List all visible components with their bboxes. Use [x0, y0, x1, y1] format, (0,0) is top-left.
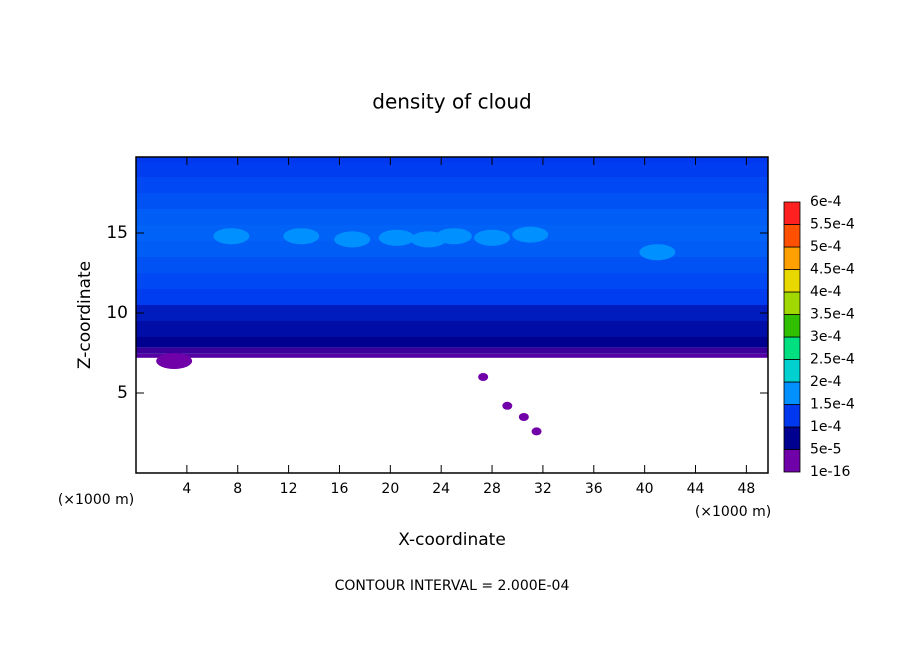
x-unit: (×1000 m) [695, 504, 771, 520]
contour-patch [378, 229, 415, 246]
colorbar-label: 5.5e-4 [810, 217, 855, 233]
colorbar-label: 5e-5 [810, 442, 841, 458]
colorbar-box [783, 246, 801, 270]
x-tick-label: 28 [483, 481, 501, 497]
contour-band [136, 289, 768, 305]
contour-band [136, 321, 768, 337]
colorbar-label: 6e-4 [810, 194, 842, 210]
x-tick-label: 32 [534, 481, 552, 497]
x-tick-label: 4 [182, 481, 191, 497]
colorbar-label: 4e-4 [810, 284, 842, 300]
x-tick-label: 44 [687, 481, 705, 497]
colorbar-label: 3e-4 [810, 329, 842, 345]
contour-band [136, 163, 768, 177]
x-tick-label: 36 [585, 481, 603, 497]
x-tick-label: 12 [280, 481, 298, 497]
colorbar-box [783, 224, 801, 248]
footer: CONTOUR INTERVAL = 2.000E-04 [335, 578, 570, 594]
contour-band [136, 337, 768, 348]
contour-band [136, 305, 768, 321]
contour-patch [334, 231, 371, 248]
contour-patch [156, 353, 193, 369]
y-tick-label: 15 [106, 223, 128, 243]
colorbar-label: 5e-4 [810, 239, 842, 255]
y-axis-label: Z-coordinate [75, 261, 95, 369]
x-tick-label: 40 [636, 481, 654, 497]
colorbar-box [783, 404, 801, 428]
colorbar-box [783, 381, 801, 405]
y-tick-label: 10 [106, 303, 128, 323]
x-tick-label: 16 [331, 481, 349, 497]
contour-speck [502, 401, 513, 410]
colorbar-label: 1e-4 [810, 419, 842, 435]
contour-patch [435, 228, 472, 245]
colorbar-box [783, 336, 801, 360]
plot-frame [135, 156, 769, 474]
x-unit: (×1000 m) [58, 492, 134, 508]
colorbar-box [783, 269, 801, 293]
x-tick-label: 24 [432, 481, 450, 497]
chart-title: density of cloud [372, 90, 531, 114]
contour-speck [531, 427, 542, 436]
colorbar-box [783, 426, 801, 450]
x-axis-label: X-coordinate [398, 530, 506, 550]
contour-speck [478, 373, 489, 381]
contour-band [136, 193, 768, 209]
contour-band [136, 257, 768, 273]
colorbar-box [783, 201, 801, 225]
contour-band [136, 347, 768, 354]
contour-patch [474, 229, 511, 246]
colorbar-box [783, 314, 801, 338]
contour-band [136, 273, 768, 289]
contour-band [136, 353, 768, 358]
contour-patch [639, 244, 676, 261]
colorbar-label: 1e-16 [810, 464, 850, 480]
contour-patch [283, 228, 320, 245]
colorbar-box [783, 449, 801, 473]
colorbar-label: 3.5e-4 [810, 307, 855, 323]
colorbar-label: 1.5e-4 [810, 397, 855, 413]
contour-patch [213, 228, 250, 245]
y-tick-label: 5 [117, 383, 128, 403]
x-tick-label: 20 [381, 481, 399, 497]
contour-band [136, 241, 768, 257]
contour-patch [512, 226, 549, 243]
colorbar-box [783, 359, 801, 383]
x-tick-label: 48 [737, 481, 755, 497]
colorbar-label: 4.5e-4 [810, 262, 855, 278]
colorbar-label: 2.5e-4 [810, 352, 855, 368]
colorbar-box [783, 291, 801, 315]
x-tick-label: 8 [233, 481, 242, 497]
contour-band [136, 209, 768, 225]
contour-band [136, 177, 768, 193]
contour-band [136, 157, 768, 163]
colorbar-label: 2e-4 [810, 374, 842, 390]
contour-speck [518, 413, 529, 421]
